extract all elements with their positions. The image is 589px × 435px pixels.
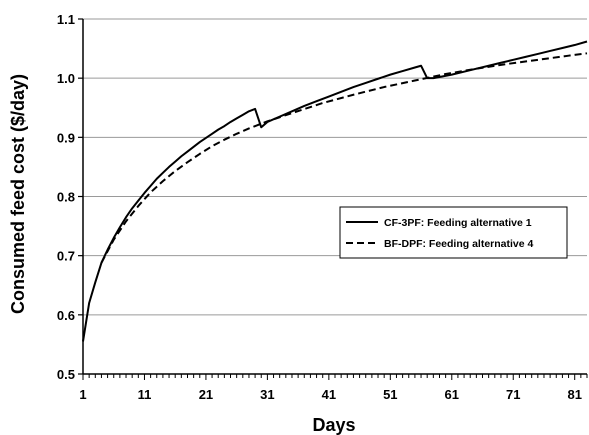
y-tick-label-0: 0.5: [57, 367, 75, 382]
legend-label-series-2: BF-DPF: Feeding alternative 4: [384, 238, 534, 250]
y-tick-label-6: 1.1: [57, 12, 75, 27]
legend: CF-3PF: Feeding alternative 1 BF-DPF: Fe…: [339, 206, 568, 259]
y-axis-title: Consumed feed cost ($/day): [8, 74, 28, 314]
y-tick-label-1: 0.6: [57, 308, 75, 323]
y-tick-label-5: 1.0: [57, 71, 75, 86]
series-line-2: [100, 52, 588, 264]
x-tick-label-6: 61: [445, 387, 459, 402]
y-tick-label-2: 0.7: [57, 249, 75, 264]
x-tick-label-2: 21: [199, 387, 213, 402]
y-tick-label-4: 0.9: [57, 130, 75, 145]
axes: [78, 18, 588, 380]
x-axis-title: Days: [312, 415, 355, 435]
gridlines: [83, 18, 587, 316]
series-line-1: [82, 40, 588, 342]
legend-label-series-1: CF-3PF: Feeding alternative 1: [384, 217, 532, 229]
series-layer: [82, 40, 588, 342]
x-tick-labels: 1 11 21 31 41 51 61 71 81: [79, 387, 582, 402]
x-tick-label-1: 11: [138, 387, 152, 402]
x-tick-label-4: 41: [322, 387, 336, 402]
x-tick-label-7: 71: [506, 387, 520, 402]
legend-box: [339, 206, 568, 259]
y-tick-label-3: 0.8: [57, 190, 75, 205]
y-tick-labels: 0.5 0.6 0.7 0.8 0.9 1.0 1.1: [57, 12, 75, 382]
x-tick-label-0: 1: [79, 387, 86, 402]
x-tick-label-8: 81: [567, 387, 581, 402]
x-tick-label-3: 31: [260, 387, 274, 402]
x-tick-label-5: 51: [383, 387, 397, 402]
